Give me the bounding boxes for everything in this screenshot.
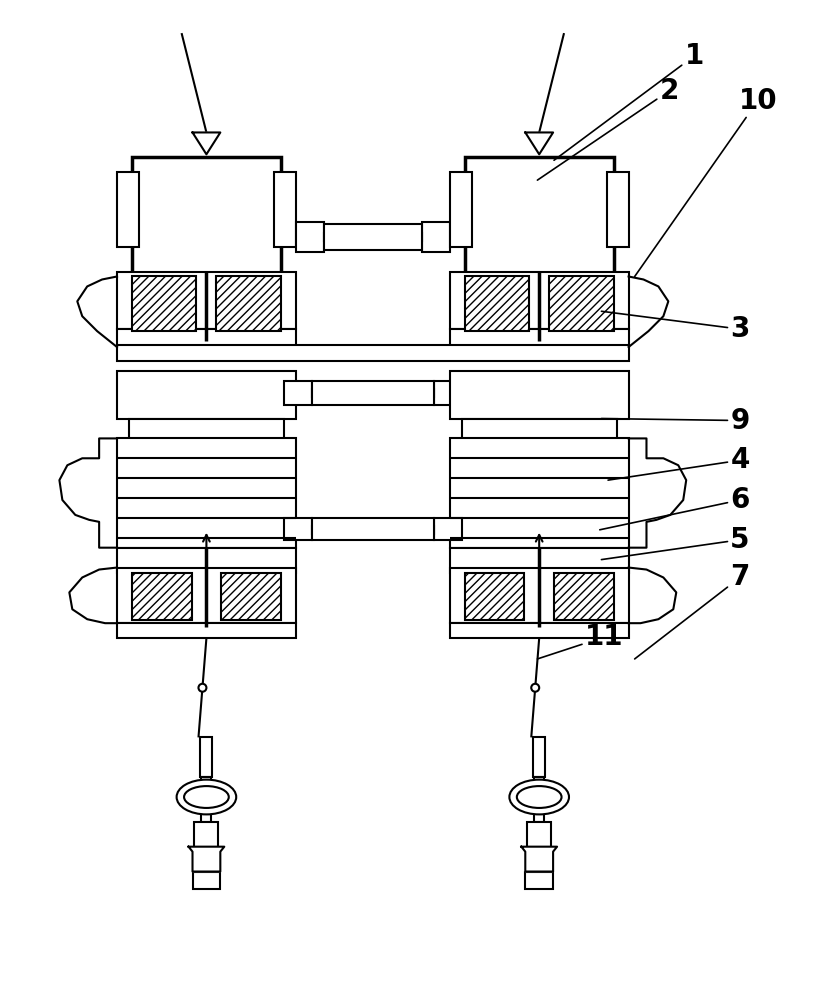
- Bar: [433, 518, 461, 540]
- Bar: [449, 623, 628, 638]
- Bar: [221, 573, 281, 620]
- Polygon shape: [192, 132, 220, 154]
- Text: 4: 4: [607, 446, 749, 480]
- Text: 1: 1: [553, 42, 703, 160]
- Bar: [449, 272, 628, 329]
- Ellipse shape: [509, 780, 568, 814]
- Bar: [117, 568, 295, 623]
- Bar: [449, 172, 471, 247]
- Bar: [421, 222, 449, 252]
- Bar: [117, 329, 295, 347]
- Circle shape: [198, 684, 206, 692]
- Bar: [606, 172, 628, 247]
- Bar: [311, 389, 433, 397]
- Bar: [464, 573, 523, 620]
- Bar: [533, 777, 543, 822]
- Ellipse shape: [176, 780, 236, 814]
- Bar: [201, 777, 212, 822]
- Text: 6: 6: [599, 486, 749, 530]
- Text: 9: 9: [601, 407, 749, 435]
- Bar: [283, 381, 311, 405]
- Bar: [311, 518, 433, 540]
- Ellipse shape: [516, 786, 561, 808]
- Bar: [525, 872, 553, 889]
- Bar: [311, 381, 433, 405]
- Bar: [449, 548, 628, 573]
- Bar: [449, 568, 628, 623]
- Polygon shape: [188, 847, 224, 872]
- Bar: [132, 276, 196, 331]
- Text: 3: 3: [601, 311, 749, 343]
- Bar: [117, 345, 628, 361]
- Bar: [216, 276, 281, 331]
- Text: 7: 7: [634, 563, 749, 659]
- Bar: [117, 371, 295, 419]
- Bar: [548, 276, 613, 331]
- Bar: [129, 419, 283, 440]
- Bar: [192, 872, 220, 889]
- Bar: [117, 272, 295, 329]
- Bar: [461, 419, 616, 440]
- Polygon shape: [525, 132, 553, 154]
- Text: 11: 11: [537, 623, 623, 659]
- Bar: [553, 573, 613, 620]
- Bar: [132, 157, 281, 276]
- Bar: [117, 172, 139, 247]
- Text: 10: 10: [634, 87, 777, 276]
- Polygon shape: [521, 847, 557, 872]
- Bar: [283, 518, 311, 540]
- Bar: [464, 276, 528, 331]
- Bar: [527, 822, 550, 847]
- Bar: [132, 573, 191, 620]
- Circle shape: [531, 684, 538, 692]
- Text: 2: 2: [537, 77, 678, 180]
- Ellipse shape: [184, 786, 228, 808]
- Text: 5: 5: [601, 526, 749, 560]
- Bar: [449, 438, 628, 548]
- Bar: [273, 172, 295, 247]
- Bar: [433, 381, 461, 405]
- Bar: [464, 157, 613, 276]
- Bar: [311, 526, 433, 534]
- Bar: [533, 737, 544, 777]
- Bar: [449, 329, 628, 347]
- Bar: [295, 222, 324, 252]
- Bar: [200, 737, 212, 777]
- Bar: [449, 371, 628, 419]
- Bar: [194, 822, 218, 847]
- Bar: [324, 233, 421, 241]
- Bar: [117, 548, 295, 573]
- Bar: [117, 623, 295, 638]
- Bar: [117, 438, 295, 548]
- Bar: [324, 224, 421, 250]
